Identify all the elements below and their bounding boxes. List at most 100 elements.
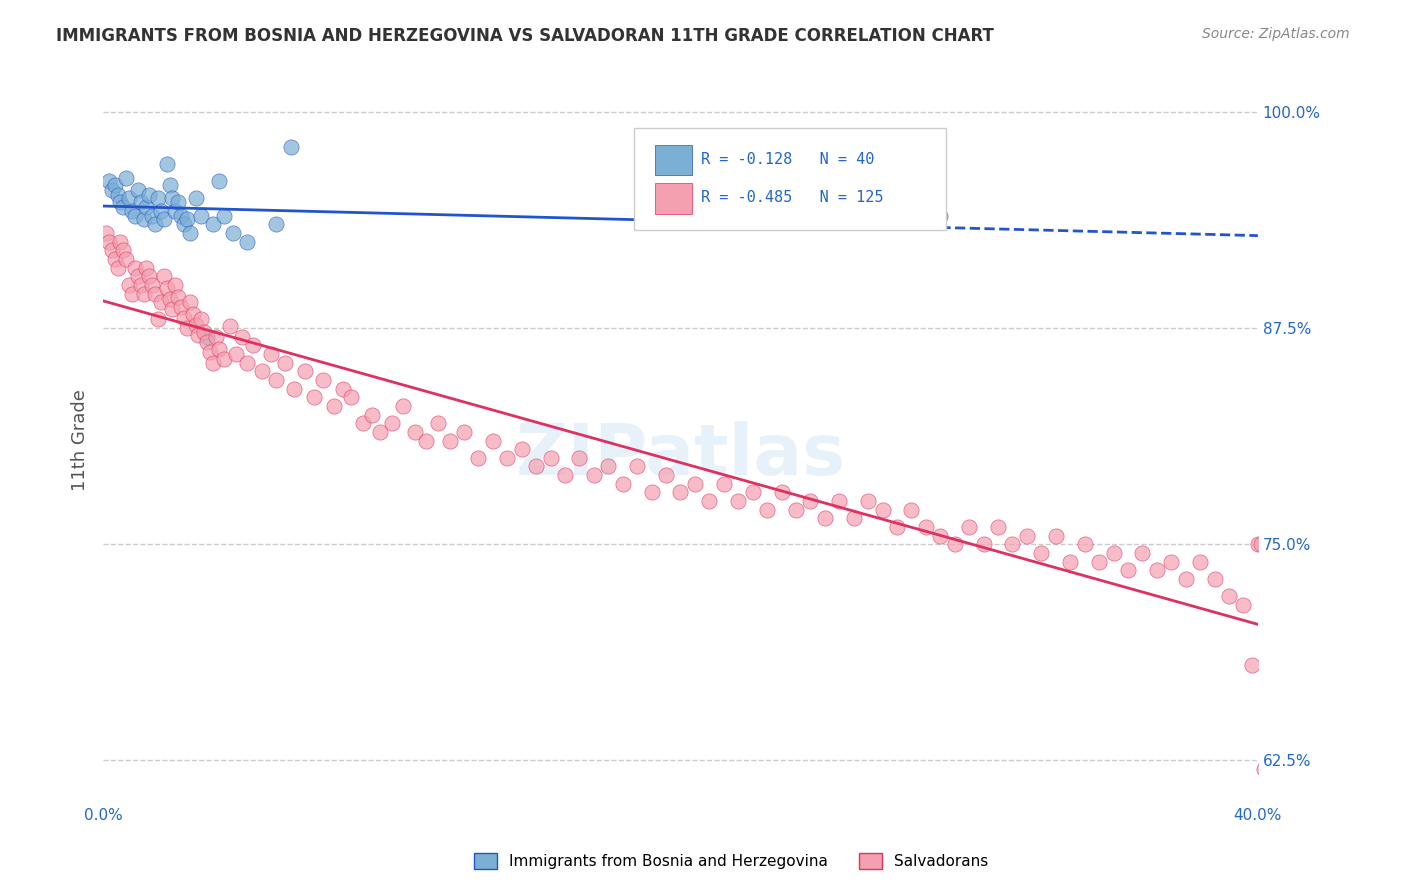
Point [368, 425, 391, 439]
Point [115, 170, 138, 185]
Point [404, 425, 426, 439]
Point [510, 442, 533, 457]
Point [340, 390, 363, 404]
Point [214, 209, 236, 223]
Point [187, 328, 209, 343]
Point [453, 425, 475, 439]
Point [146, 312, 169, 326]
Point [669, 485, 692, 500]
Point [381, 416, 404, 430]
Point [1130, 546, 1153, 560]
Point [141, 277, 163, 292]
Point [222, 226, 245, 240]
Point [146, 191, 169, 205]
Point [1204, 572, 1226, 586]
Point [1247, 537, 1270, 551]
Point [987, 520, 1010, 534]
Point [540, 450, 562, 465]
Point [124, 260, 146, 275]
Point [467, 450, 489, 465]
Y-axis label: 11th Grade: 11th Grade [72, 390, 89, 491]
Point [124, 209, 146, 223]
Point [101, 244, 124, 258]
Point [266, 218, 288, 232]
Text: R = -0.128   N = 40: R = -0.128 N = 40 [702, 152, 875, 167]
Point [198, 345, 221, 359]
Point [311, 373, 333, 387]
Point [138, 188, 160, 202]
Point [626, 459, 648, 474]
Point [179, 226, 201, 240]
Point [225, 347, 247, 361]
Point [1218, 589, 1240, 603]
Point [496, 450, 519, 465]
Point [159, 292, 181, 306]
Point [236, 356, 259, 370]
Point [193, 325, 215, 339]
Point [427, 416, 450, 430]
Point [770, 485, 793, 500]
Point [250, 364, 273, 378]
Point [713, 476, 735, 491]
Point [1015, 528, 1038, 542]
Point [104, 252, 127, 266]
Point [302, 390, 325, 404]
Point [176, 321, 198, 335]
Point [242, 338, 264, 352]
Point [323, 399, 346, 413]
Point [655, 468, 678, 483]
Point [141, 209, 163, 223]
Point [184, 318, 207, 332]
Point [97, 235, 120, 249]
Point [886, 520, 908, 534]
Point [121, 286, 143, 301]
Point [104, 178, 127, 192]
Point [149, 203, 172, 218]
Point [201, 356, 224, 370]
Point [856, 494, 879, 508]
Point [1073, 537, 1095, 551]
Point [127, 183, 149, 197]
Point [900, 502, 922, 516]
Point [129, 277, 152, 292]
Point [149, 295, 172, 310]
Point [112, 200, 135, 214]
Point [439, 434, 461, 448]
Point [176, 212, 198, 227]
Point [973, 537, 995, 551]
Point [943, 537, 966, 551]
Point [294, 364, 316, 378]
Point [360, 408, 382, 422]
Bar [655, 145, 692, 176]
Point [94, 226, 117, 240]
Point [118, 277, 141, 292]
Point [143, 286, 166, 301]
Point [1116, 563, 1139, 577]
Point [204, 330, 226, 344]
Point [201, 218, 224, 232]
Point [207, 342, 229, 356]
Point [156, 281, 179, 295]
Point [165, 203, 187, 218]
Point [236, 235, 259, 249]
Point [266, 373, 288, 387]
Point [283, 382, 305, 396]
Point [828, 494, 851, 508]
Point [173, 218, 195, 232]
Point [101, 183, 124, 197]
Point [179, 295, 201, 310]
Point [799, 494, 821, 508]
Point [482, 434, 505, 448]
Point [110, 194, 132, 209]
Point [162, 302, 184, 317]
Point [1160, 555, 1182, 569]
Point [138, 269, 160, 284]
Point [612, 476, 634, 491]
Point [929, 209, 952, 223]
Point [741, 485, 763, 500]
Point [1102, 546, 1125, 560]
Point [190, 312, 212, 326]
Point [842, 511, 865, 525]
Point [915, 520, 938, 534]
Point [143, 218, 166, 232]
